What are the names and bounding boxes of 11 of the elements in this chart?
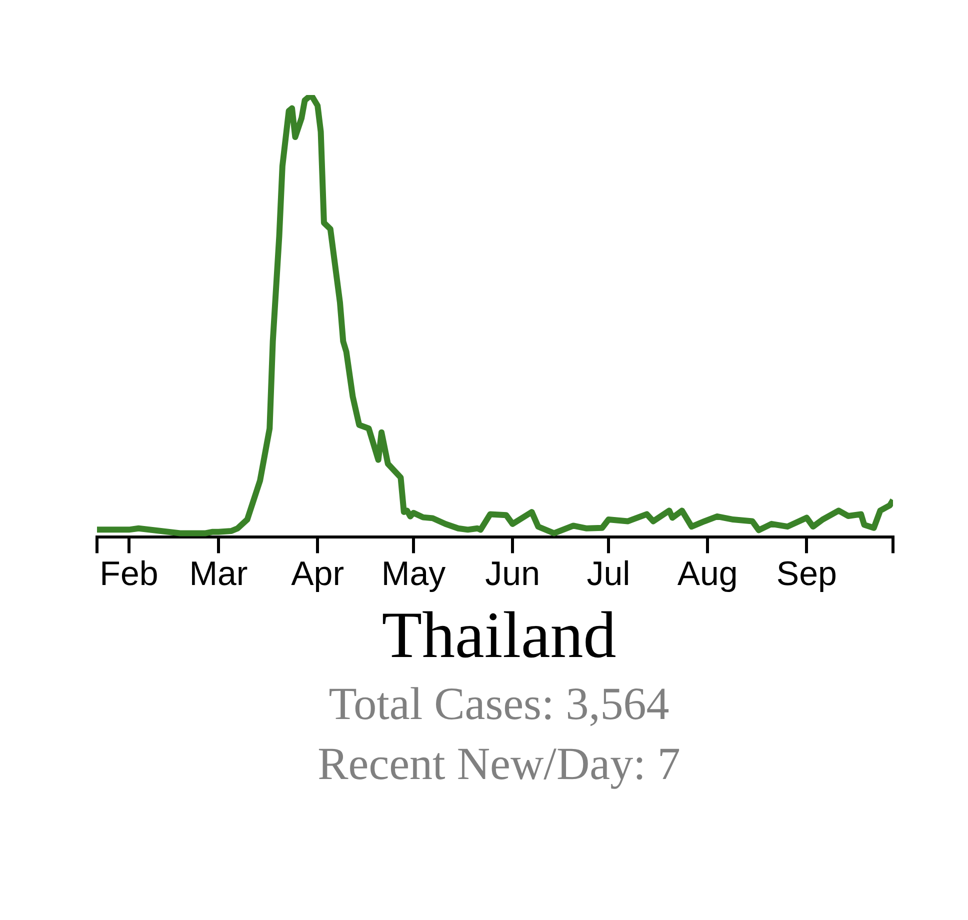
x-tick-label: Jun: [485, 554, 540, 593]
x-tick-label: Jul: [586, 554, 630, 593]
text: Thailand: [380, 598, 618, 674]
x-tick-label: Aug: [677, 554, 738, 593]
x-tick-label: Sep: [776, 554, 837, 593]
text: Total Cases: 3,564: [328, 677, 670, 731]
x-tick-label: Mar: [189, 554, 248, 593]
text: Recent New/Day: 7: [316, 737, 682, 791]
x-tick-label: Apr: [291, 554, 344, 593]
x-tick-label: Feb: [100, 554, 158, 593]
x-tick-label: May: [381, 554, 446, 593]
